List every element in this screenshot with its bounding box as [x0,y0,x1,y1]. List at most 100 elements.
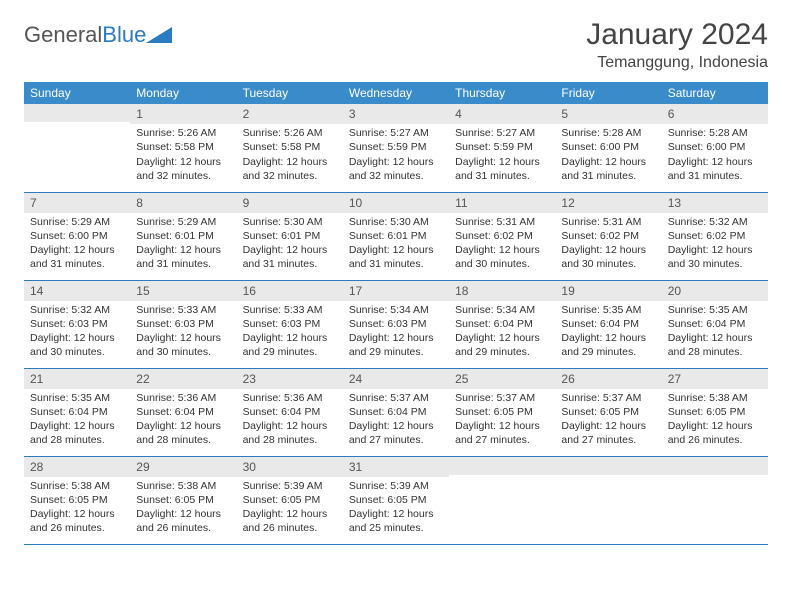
weekday-header: Friday [555,82,661,104]
sunset-text: Sunset: 6:04 PM [349,405,443,419]
daylight-text: Daylight: 12 hours and 31 minutes. [136,243,230,271]
day-data: Sunrise: 5:38 AMSunset: 6:05 PMDaylight:… [662,389,768,456]
day-data: Sunrise: 5:30 AMSunset: 6:01 PMDaylight:… [237,213,343,280]
sunset-text: Sunset: 6:01 PM [243,229,337,243]
day-number: 29 [130,457,236,477]
daylight-text: Daylight: 12 hours and 30 minutes. [30,331,124,359]
daylight-text: Daylight: 12 hours and 31 minutes. [243,243,337,271]
daylight-text: Daylight: 12 hours and 28 minutes. [243,419,337,447]
day-data [449,475,555,539]
day-number: 17 [343,281,449,301]
daylight-text: Daylight: 12 hours and 28 minutes. [136,419,230,447]
daylight-text: Daylight: 12 hours and 31 minutes. [561,155,655,183]
calendar-day-cell: 15Sunrise: 5:33 AMSunset: 6:03 PMDayligh… [130,280,236,368]
sunrise-text: Sunrise: 5:32 AM [668,215,762,229]
day-data [662,475,768,539]
day-number: 27 [662,369,768,389]
daylight-text: Daylight: 12 hours and 31 minutes. [349,243,443,271]
daylight-text: Daylight: 12 hours and 27 minutes. [349,419,443,447]
sunrise-text: Sunrise: 5:37 AM [561,391,655,405]
sunset-text: Sunset: 6:05 PM [243,493,337,507]
daylight-text: Daylight: 12 hours and 29 minutes. [243,331,337,359]
sunrise-text: Sunrise: 5:36 AM [243,391,337,405]
sunset-text: Sunset: 6:02 PM [668,229,762,243]
calendar-day-cell: 22Sunrise: 5:36 AMSunset: 6:04 PMDayligh… [130,368,236,456]
day-data: Sunrise: 5:28 AMSunset: 6:00 PMDaylight:… [662,124,768,191]
day-data: Sunrise: 5:32 AMSunset: 6:02 PMDaylight:… [662,213,768,280]
sunrise-text: Sunrise: 5:34 AM [455,303,549,317]
day-number: 30 [237,457,343,477]
sunset-text: Sunset: 6:04 PM [243,405,337,419]
calendar-day-cell: 16Sunrise: 5:33 AMSunset: 6:03 PMDayligh… [237,280,343,368]
day-number: 11 [449,193,555,213]
sunrise-text: Sunrise: 5:39 AM [349,479,443,493]
page-header: GeneralBlue January 2024 Temanggung, Ind… [24,18,768,72]
weekday-header: Saturday [662,82,768,104]
calendar-week-row: 21Sunrise: 5:35 AMSunset: 6:04 PMDayligh… [24,368,768,456]
day-number: 10 [343,193,449,213]
calendar-day-cell: 31Sunrise: 5:39 AMSunset: 6:05 PMDayligh… [343,456,449,544]
day-data [24,122,130,186]
logo: GeneralBlue [24,18,172,48]
daylight-text: Daylight: 12 hours and 29 minutes. [561,331,655,359]
calendar-header-row: SundayMondayTuesdayWednesdayThursdayFrid… [24,82,768,104]
daylight-text: Daylight: 12 hours and 29 minutes. [349,331,443,359]
sunrise-text: Sunrise: 5:39 AM [243,479,337,493]
sunrise-text: Sunrise: 5:38 AM [668,391,762,405]
day-number [449,457,555,475]
day-data [555,475,661,539]
day-data: Sunrise: 5:36 AMSunset: 6:04 PMDaylight:… [130,389,236,456]
logo-text-blue: Blue [102,22,146,47]
calendar-day-cell [555,456,661,544]
day-data: Sunrise: 5:31 AMSunset: 6:02 PMDaylight:… [449,213,555,280]
sunrise-text: Sunrise: 5:34 AM [349,303,443,317]
calendar-day-cell: 1Sunrise: 5:26 AMSunset: 5:58 PMDaylight… [130,104,236,192]
day-data: Sunrise: 5:31 AMSunset: 6:02 PMDaylight:… [555,213,661,280]
day-number: 1 [130,104,236,124]
day-number: 21 [24,369,130,389]
sunset-text: Sunset: 6:03 PM [243,317,337,331]
daylight-text: Daylight: 12 hours and 30 minutes. [455,243,549,271]
calendar-day-cell: 12Sunrise: 5:31 AMSunset: 6:02 PMDayligh… [555,192,661,280]
day-number: 22 [130,369,236,389]
sunrise-text: Sunrise: 5:29 AM [136,215,230,229]
daylight-text: Daylight: 12 hours and 25 minutes. [349,507,443,535]
calendar-day-cell: 29Sunrise: 5:38 AMSunset: 6:05 PMDayligh… [130,456,236,544]
calendar-day-cell: 2Sunrise: 5:26 AMSunset: 5:58 PMDaylight… [237,104,343,192]
day-number: 14 [24,281,130,301]
calendar-day-cell: 3Sunrise: 5:27 AMSunset: 5:59 PMDaylight… [343,104,449,192]
day-data: Sunrise: 5:37 AMSunset: 6:04 PMDaylight:… [343,389,449,456]
sunset-text: Sunset: 6:00 PM [668,140,762,154]
day-data: Sunrise: 5:33 AMSunset: 6:03 PMDaylight:… [130,301,236,368]
sunrise-text: Sunrise: 5:26 AM [243,126,337,140]
calendar-day-cell [24,104,130,192]
calendar-day-cell: 26Sunrise: 5:37 AMSunset: 6:05 PMDayligh… [555,368,661,456]
calendar-day-cell: 10Sunrise: 5:30 AMSunset: 6:01 PMDayligh… [343,192,449,280]
sunset-text: Sunset: 5:59 PM [349,140,443,154]
daylight-text: Daylight: 12 hours and 26 minutes. [668,419,762,447]
sunrise-text: Sunrise: 5:36 AM [136,391,230,405]
sunrise-text: Sunrise: 5:35 AM [561,303,655,317]
calendar-week-row: 14Sunrise: 5:32 AMSunset: 6:03 PMDayligh… [24,280,768,368]
calendar-day-cell: 28Sunrise: 5:38 AMSunset: 6:05 PMDayligh… [24,456,130,544]
sunset-text: Sunset: 6:04 PM [30,405,124,419]
day-data: Sunrise: 5:39 AMSunset: 6:05 PMDaylight:… [237,477,343,544]
sunrise-text: Sunrise: 5:38 AM [136,479,230,493]
calendar-day-cell: 20Sunrise: 5:35 AMSunset: 6:04 PMDayligh… [662,280,768,368]
sunrise-text: Sunrise: 5:32 AM [30,303,124,317]
sunset-text: Sunset: 6:04 PM [455,317,549,331]
calendar-day-cell [449,456,555,544]
sunset-text: Sunset: 6:03 PM [30,317,124,331]
logo-text: GeneralBlue [24,22,146,48]
day-number: 12 [555,193,661,213]
sunset-text: Sunset: 6:04 PM [136,405,230,419]
sunrise-text: Sunrise: 5:27 AM [349,126,443,140]
daylight-text: Daylight: 12 hours and 26 minutes. [243,507,337,535]
day-number [555,457,661,475]
sunset-text: Sunset: 6:03 PM [349,317,443,331]
day-data: Sunrise: 5:35 AMSunset: 6:04 PMDaylight:… [24,389,130,456]
day-data: Sunrise: 5:28 AMSunset: 6:00 PMDaylight:… [555,124,661,191]
sunrise-text: Sunrise: 5:38 AM [30,479,124,493]
calendar-day-cell: 14 Sunrise: 5:32 AMSunset: 6:03 PMDayligh… [24,280,130,368]
day-number: 8 [130,193,236,213]
